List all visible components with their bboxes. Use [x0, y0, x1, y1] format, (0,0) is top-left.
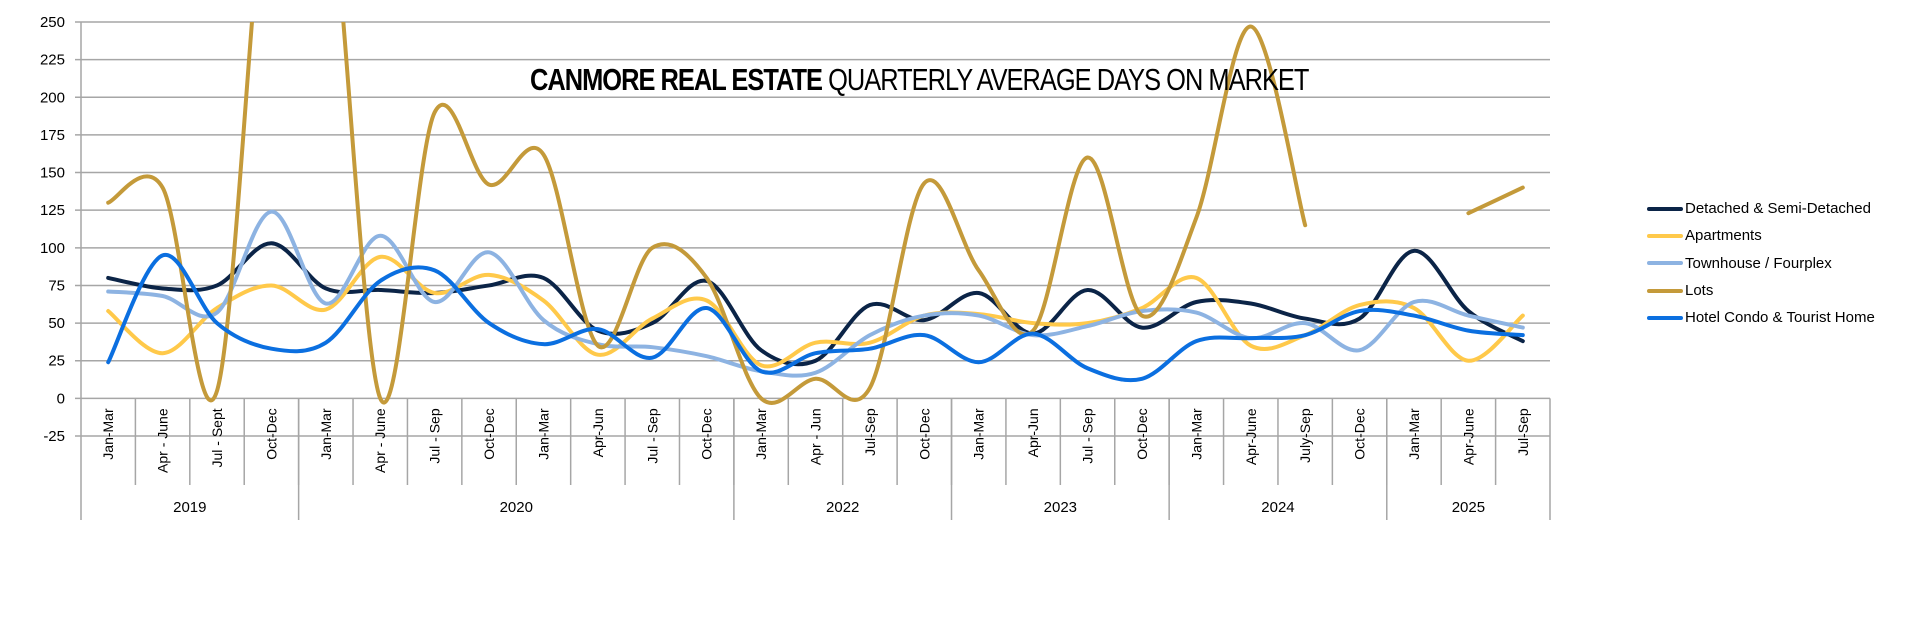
x-tick-label: Jan-Mar: [971, 408, 987, 460]
legend-item: Townhouse / Fourplex: [1647, 250, 1875, 277]
series-hotel-condo-tourist-home: [106, 253, 1525, 383]
legend-item: Detached & Semi-Detached: [1647, 195, 1875, 222]
x-tick-label: Apr-June: [1243, 408, 1259, 465]
x-tick-label: Oct-Dec: [916, 408, 932, 459]
legend-label: Townhouse / Fourplex: [1685, 254, 1832, 272]
y-tick-label: -25: [43, 428, 65, 445]
legend-item: Hotel Condo & Tourist Home: [1647, 304, 1875, 331]
x-tick-label: Jan-Mar: [1406, 408, 1422, 460]
legend-swatch: [1647, 315, 1683, 320]
series-line: [1466, 185, 1525, 216]
x-tick-label: Apr-Jun: [1025, 408, 1041, 457]
series-line: [106, 209, 1525, 378]
chart-title: CANMORE REAL ESTATE QUARTERLY AVERAGE DA…: [530, 62, 1309, 98]
legend-swatch: [1647, 261, 1683, 266]
x-tick-label: Oct-Dec: [481, 408, 497, 459]
x-tick-label: Apr - June: [372, 408, 388, 473]
legend-label: Apartments: [1685, 227, 1762, 245]
chart-title-regular: QUARTERLY AVERAGE DAYS ON MARKET: [828, 62, 1309, 97]
legend-label: Lots: [1685, 282, 1714, 300]
year-label: 2025: [1452, 499, 1485, 516]
x-tick-label: Oct-Dec: [699, 408, 715, 459]
legend-swatch: [1647, 233, 1683, 238]
legend-item: Apartments: [1647, 222, 1875, 249]
x-tick-label: Oct-Dec: [263, 408, 279, 459]
y-tick-label: 125: [40, 202, 65, 219]
year-label: 2020: [500, 499, 533, 516]
x-tick-label: Jul-Sep: [1515, 408, 1531, 456]
year-label: 2024: [1261, 499, 1294, 516]
y-tick-label: 50: [48, 315, 65, 332]
y-tick-label: 175: [40, 127, 65, 144]
series-line: [106, 241, 1525, 367]
y-tick-label: 75: [48, 277, 65, 294]
x-tick-label: Jul - Sep: [1080, 408, 1096, 463]
series-line: [106, 254, 1525, 369]
series-line: [106, 253, 1525, 383]
legend-label: Hotel Condo & Tourist Home: [1685, 309, 1875, 327]
y-tick-label: 25: [48, 353, 65, 370]
legend-swatch: [1647, 206, 1683, 211]
y-tick-label: 100: [40, 240, 65, 257]
x-tick-label: Apr - June: [155, 408, 171, 473]
year-label: 2022: [826, 499, 859, 516]
x-tick-label: Apr - Jun: [808, 408, 824, 465]
y-tick-label: 225: [40, 52, 65, 69]
chart-title-bold: CANMORE REAL ESTATE: [530, 62, 823, 97]
year-label: 2019: [173, 499, 206, 516]
gridlines: [75, 21, 1550, 437]
x-axis: Jan-Mar Apr - June Jul - Sept Oct-Dec Jan-Ma…: [80, 22, 1551, 520]
series-townhouse-fourplex: [106, 209, 1525, 378]
series-lines: [106, 22, 1525, 405]
x-tick-label: Jul - Sep: [427, 408, 443, 463]
y-tick-label: 0: [57, 390, 65, 407]
x-tick-label: Jul - Sept: [209, 408, 225, 467]
x-tick-label: Jan-Mar: [753, 408, 769, 460]
y-tick-label: 150: [40, 165, 65, 182]
x-tick-label: Jan-Mar: [1188, 408, 1204, 460]
x-tick-label: Oct-Dec: [1352, 408, 1368, 459]
x-tick-label: Jan-Mar: [100, 408, 116, 460]
y-tick-label: 250: [40, 14, 65, 31]
x-tick-label: Jul-Sep: [862, 408, 878, 456]
x-tick-label: Apr-June: [1460, 408, 1476, 465]
x-tick-label: Oct-Dec: [1134, 408, 1150, 459]
series-line: [106, 22, 1308, 405]
y-tick-label: 200: [40, 89, 65, 106]
x-tick-label: Apr-Jun: [590, 408, 606, 457]
legend-swatch: [1647, 288, 1683, 293]
series-detached-semi-detached: [106, 241, 1525, 367]
x-tick-label: Jan-Mar: [318, 408, 334, 460]
x-tick-label: Jul - Sep: [644, 408, 660, 463]
x-tick-label: Jan-Mar: [535, 408, 551, 460]
year-label: 2023: [1044, 499, 1077, 516]
legend: Detached & Semi-Detached Apartments Townho…: [1647, 195, 1875, 331]
legend-item: Lots: [1647, 277, 1875, 304]
legend-label: Detached & Semi-Detached: [1685, 200, 1871, 218]
x-tick-label: July-Sep: [1297, 408, 1313, 463]
series-lots: [106, 22, 1525, 405]
series-apartments: [106, 254, 1525, 369]
